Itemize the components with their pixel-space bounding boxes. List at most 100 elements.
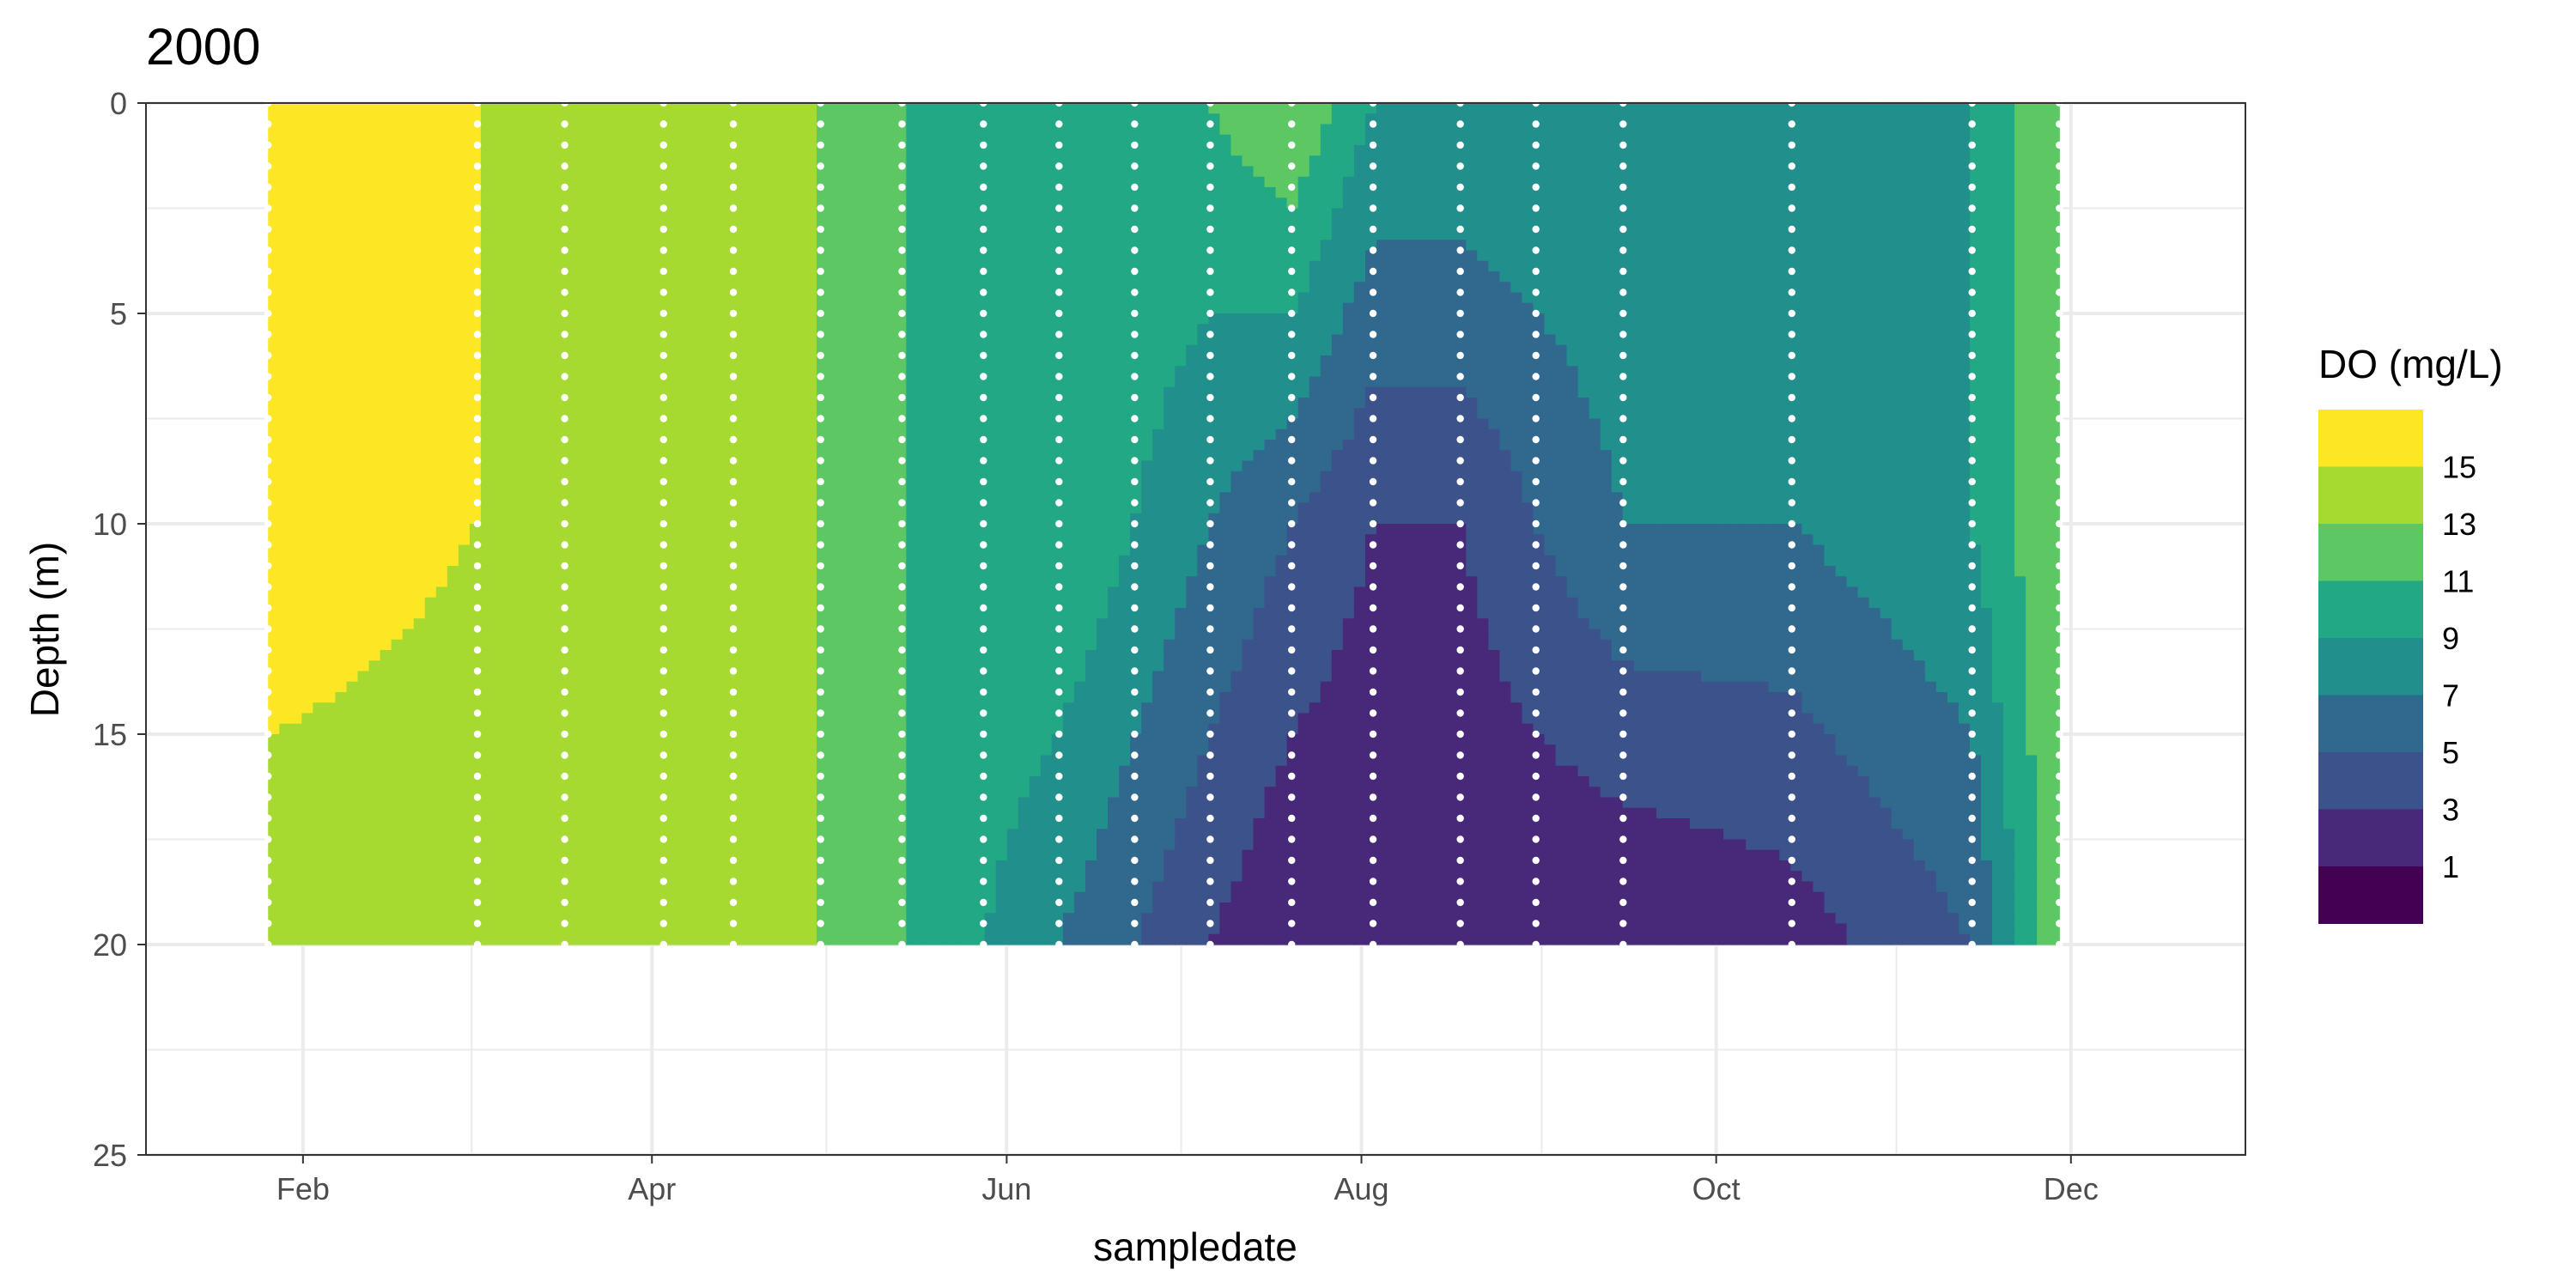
contour-cell xyxy=(872,366,884,378)
contour-cell xyxy=(559,271,571,283)
contour-cell xyxy=(738,650,750,661)
contour-cell xyxy=(592,418,605,430)
contour-cell xyxy=(771,807,784,819)
contour-cell xyxy=(637,787,650,799)
contour-cell xyxy=(380,208,392,220)
contour-cell xyxy=(794,618,806,630)
contour-cell xyxy=(951,765,963,777)
contour-cell xyxy=(391,313,404,325)
contour-cell xyxy=(604,713,616,725)
contour-cell xyxy=(626,324,639,336)
contour-cell xyxy=(592,187,605,198)
contour-cell xyxy=(581,787,593,799)
contour-cell xyxy=(514,366,526,378)
contour-cell xyxy=(313,829,325,841)
contour-cell xyxy=(615,787,628,799)
contour-cell xyxy=(592,629,605,641)
contour-cell xyxy=(402,240,415,252)
contour-cell xyxy=(615,166,628,178)
contour-cell xyxy=(480,913,493,925)
contour-cell xyxy=(391,902,404,914)
contour-cell xyxy=(447,660,459,672)
contour-cell xyxy=(693,450,706,462)
contour-cell xyxy=(939,408,952,420)
contour-cell xyxy=(637,660,650,672)
contour-cell xyxy=(279,923,291,935)
contour-cell xyxy=(592,744,605,756)
contour-cell xyxy=(861,891,873,903)
contour-cell xyxy=(335,155,348,167)
contour-cell xyxy=(939,681,952,693)
contour-cell xyxy=(391,513,404,525)
contour-cell xyxy=(648,155,661,167)
contour-cell xyxy=(313,240,325,252)
contour-cell xyxy=(884,492,896,504)
contour-cell xyxy=(335,871,348,883)
contour-cell xyxy=(626,492,639,504)
contour-cell xyxy=(581,891,593,903)
contour-cell xyxy=(626,313,639,325)
contour-cell xyxy=(402,440,415,451)
contour-cell xyxy=(872,124,884,136)
contour-cell xyxy=(604,544,616,556)
contour-cell xyxy=(458,482,471,493)
contour-cell xyxy=(861,124,873,136)
contour-cell xyxy=(435,829,448,841)
contour-cell xyxy=(290,902,302,914)
contour-cell xyxy=(526,544,538,556)
contour-cell xyxy=(279,797,291,809)
contour-cell xyxy=(313,197,325,210)
contour-cell xyxy=(693,566,706,577)
contour-cell xyxy=(917,755,930,767)
contour-cell xyxy=(526,702,538,714)
contour-cell xyxy=(917,344,930,356)
contour-cell xyxy=(279,860,291,872)
contour-cell xyxy=(637,871,650,883)
contour-cell xyxy=(917,250,930,262)
contour-cell xyxy=(435,492,448,504)
contour-cell xyxy=(435,271,448,283)
contour-cell xyxy=(872,292,884,304)
contour-cell xyxy=(368,482,381,493)
contour-cell xyxy=(526,586,538,598)
contour-cell xyxy=(738,344,750,356)
contour-cell xyxy=(671,208,683,220)
contour-cell xyxy=(581,398,593,409)
contour-cell xyxy=(570,776,582,787)
contour-cell xyxy=(279,702,291,714)
contour-cell xyxy=(805,513,817,525)
contour-cell xyxy=(839,713,851,725)
contour-cell xyxy=(548,440,560,451)
contour-cell xyxy=(604,586,616,598)
contour-cell xyxy=(570,271,582,283)
contour-cell xyxy=(447,608,459,619)
contour-cell xyxy=(749,460,762,472)
contour-cell xyxy=(704,913,717,925)
contour-cell xyxy=(526,692,538,703)
contour-cell xyxy=(301,566,313,577)
contour-cell xyxy=(928,744,941,756)
contour-cell xyxy=(648,597,661,609)
contour-cell xyxy=(648,723,661,735)
contour-cell xyxy=(839,797,851,809)
contour-cell xyxy=(626,765,639,777)
contour-cell xyxy=(906,482,919,493)
contour-cell xyxy=(458,398,471,409)
contour-cell xyxy=(503,155,515,167)
contour-cell xyxy=(704,282,717,294)
contour-cell xyxy=(581,566,593,577)
contour-cell xyxy=(782,482,795,493)
contour-cell xyxy=(884,860,896,872)
contour-cell xyxy=(503,355,515,367)
contour-cell xyxy=(268,787,280,799)
contour-cell xyxy=(447,218,459,230)
contour-cell xyxy=(715,492,728,504)
contour-cell xyxy=(391,702,404,714)
contour-cell xyxy=(514,398,526,409)
contour-cell xyxy=(301,292,313,304)
contour-cell xyxy=(313,386,325,398)
contour-cell xyxy=(290,650,302,661)
contour-cell xyxy=(424,386,437,398)
contour-cell xyxy=(726,797,739,809)
contour-cell xyxy=(693,187,706,198)
